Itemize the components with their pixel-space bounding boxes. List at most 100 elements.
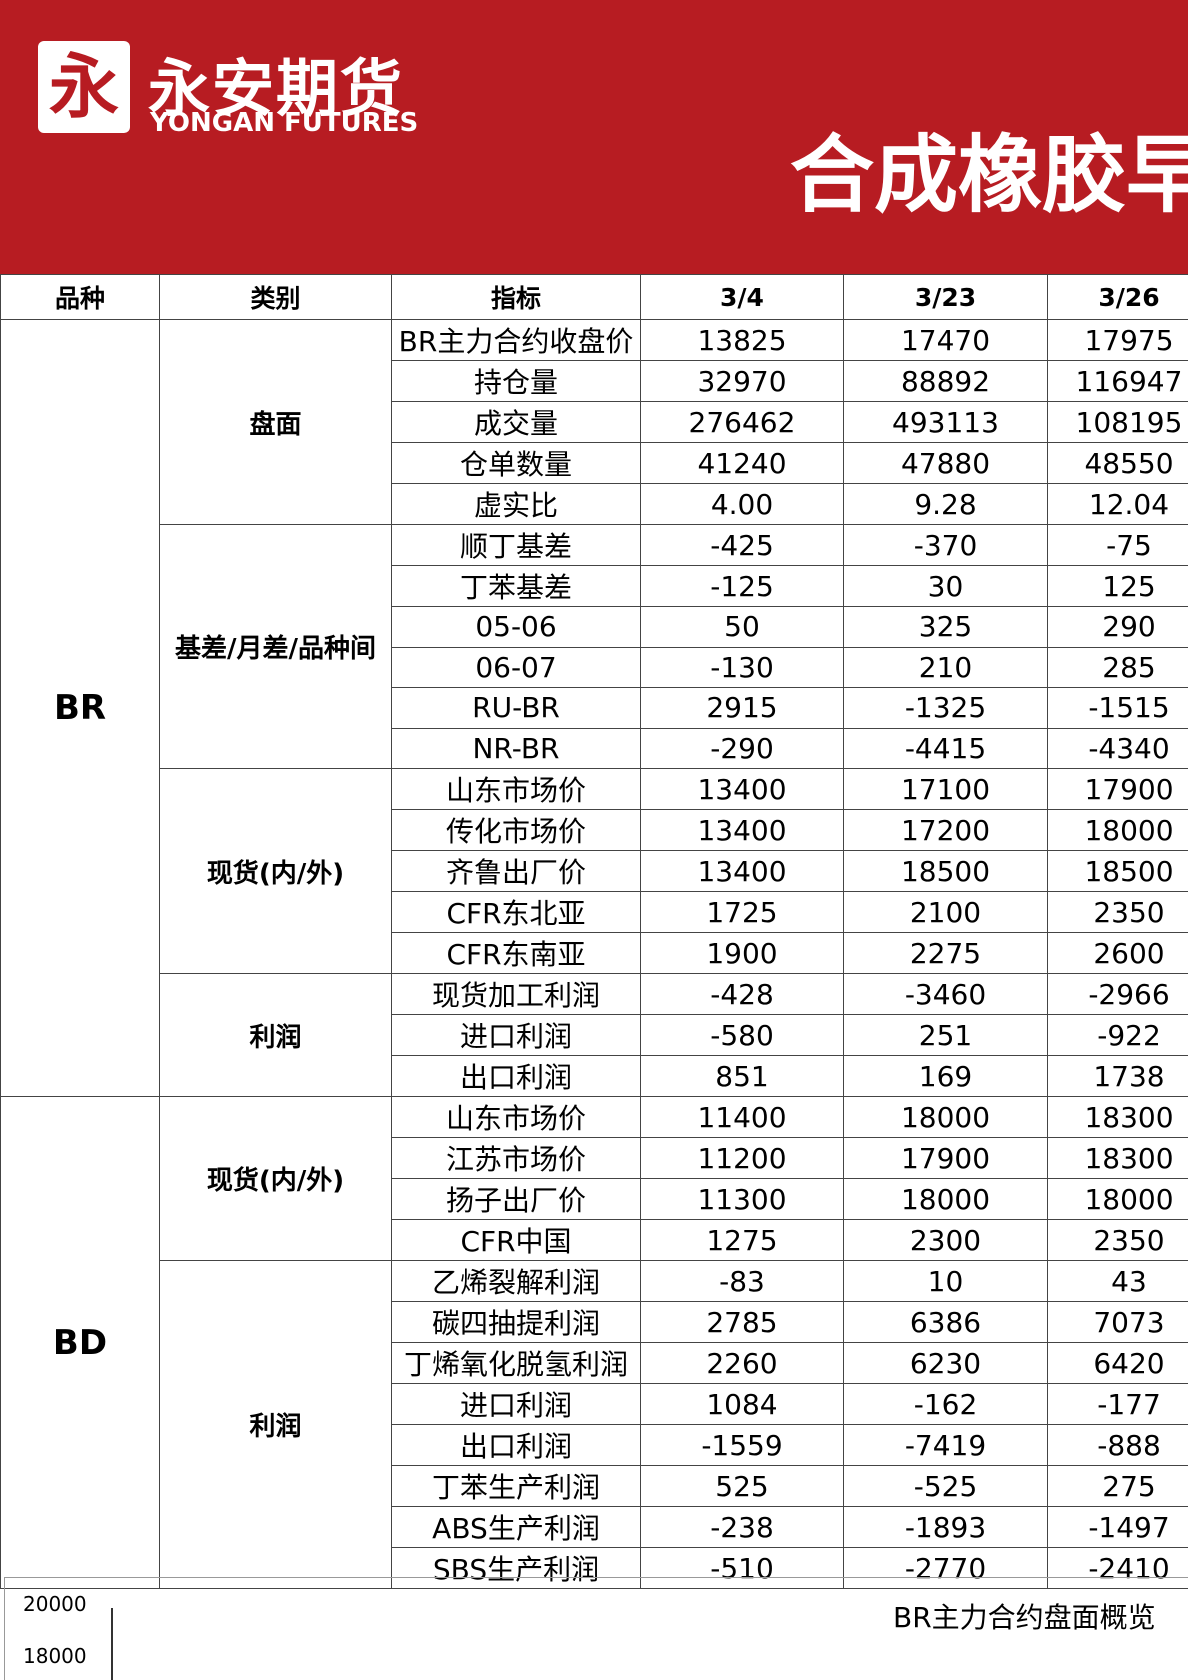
indicator-cell: 持仓量 [391,360,641,402]
category-cell: 利润 [159,1260,392,1589]
indicator-cell: 成交量 [391,401,641,443]
value-cell: 13400 [640,850,844,892]
y-tick-label: 20000 [23,1592,87,1616]
indicator-cell: 丁苯基差 [391,565,641,607]
table-row: 丁烯氧化脱氢利润 2260 6230 6420 [1,1342,1188,1384]
table-row: 扬子出厂价 11300 18000 18000 [1,1178,1188,1220]
table-row: 现货(内/外) 山东市场价 13400 17100 17900 [1,768,1188,974]
indicator-cell: 进口利润 [391,1383,641,1425]
value-cell: -370 [843,524,1048,566]
value-cell: -1515 [1047,687,1188,729]
table-row: 05-06 50 325 290 [1,606,1188,648]
value-cell: 12.04 [1047,483,1188,525]
category-cell: 现货(内/外) [159,1096,392,1261]
value-cell: 2600 [1047,932,1188,974]
indicator-cell: 山东市场价 [391,768,641,810]
value-cell: 2915 [640,687,844,729]
value-cell: 43 [1047,1260,1188,1302]
value-cell: -2770 [843,1547,1048,1589]
value-cell: 108195 [1047,401,1188,443]
value-cell: -130 [640,646,844,688]
indicator-cell: RU-BR [391,687,641,729]
chart-title: BR主力合约盘面概览 [893,1601,1156,1634]
indicator-cell: 顺丁基差 [391,524,641,566]
value-cell: 17975 [1047,319,1188,361]
value-cell: 11400 [640,1096,844,1138]
value-cell: -580 [640,1014,844,1056]
report-title: 合成橡胶早 [790,126,1188,224]
value-cell: 285 [1047,646,1188,688]
brand-cn: 永安期货 [148,52,405,125]
value-cell: 30 [843,565,1048,607]
value-cell: -1497 [1047,1506,1188,1548]
value-cell: 50 [640,606,844,648]
value-cell: 2260 [640,1342,844,1384]
value-cell: -2966 [1047,973,1188,1015]
table-row: 成交量 276462 493113 108195 [1,401,1188,443]
value-cell: -525 [843,1465,1048,1507]
value-cell: 17470 [843,319,1048,361]
table-row: ABS生产利润 -238 -1893 -1497 [1,1506,1188,1548]
value-cell: 2350 [1047,891,1188,933]
indicator-cell: 出口利润 [391,1424,641,1466]
value-cell: 116947 [1047,360,1188,402]
value-cell: 2275 [843,932,1048,974]
table-row: 进口利润 1084 -162 -177 [1,1383,1188,1425]
indicator-cell: CFR东南亚 [391,932,641,974]
y-axis [111,1608,113,1680]
value-cell: 1275 [640,1219,844,1261]
indicator-cell: 乙烯裂解利润 [391,1260,641,1302]
value-cell: 32970 [640,360,844,402]
value-cell: 13400 [640,768,844,810]
value-cell: 11200 [640,1137,844,1179]
value-cell: -4340 [1047,727,1188,769]
value-cell: -238 [640,1506,844,1548]
value-cell: 18000 [1047,1178,1188,1220]
variety-cell: BR [0,319,160,1097]
column-header: 3/4 [640,274,844,320]
indicator-cell: 仓单数量 [391,442,641,484]
table-row: 出口利润 -1559 -7419 -888 [1,1424,1188,1466]
table-row: BR 盘面 BR主力合约收盘价 13825 17470 17975 [0,319,1188,1097]
value-cell: 17900 [1047,768,1188,810]
indicator-cell: 出口利润 [391,1055,641,1097]
table-row: 出口利润 851 169 1738 [1,1055,1188,1097]
chart-preview: 20000 18000 BR主力合约盘面概览 [4,1577,1188,1680]
value-cell: 6420 [1047,1342,1188,1384]
value-cell: 17100 [843,768,1048,810]
indicator-cell: CFR东北亚 [391,891,641,933]
value-cell: 525 [640,1465,844,1507]
value-cell: -1559 [640,1424,844,1466]
value-cell: -888 [1047,1424,1188,1466]
value-cell: 169 [843,1055,1048,1097]
value-cell: -75 [1047,524,1188,566]
table-row: 江苏市场价 11200 17900 18300 [1,1137,1188,1179]
value-cell: 1900 [640,932,844,974]
category-cell: 利润 [159,973,392,1097]
value-cell: -3460 [843,973,1048,1015]
value-cell: 210 [843,646,1048,688]
value-cell: -290 [640,727,844,769]
value-cell: 290 [1047,606,1188,648]
value-cell: -428 [640,973,844,1015]
value-cell: -922 [1047,1014,1188,1056]
indicator-cell: 山东市场价 [391,1096,641,1138]
value-cell: 1725 [640,891,844,933]
table-row: CFR中国 1275 2300 2350 [1,1219,1188,1261]
table-row: BD 现货(内/外) 山东市场价 11400 18000 18300 [0,1096,1188,1589]
indicator-cell: 齐鲁出厂价 [391,850,641,892]
indicator-cell: ABS生产利润 [391,1506,641,1548]
header: 永 永安期货 YONGAN FUTURES 合成橡胶早 [0,0,1188,274]
value-cell: -162 [843,1383,1048,1425]
variety-cell: BD [0,1096,160,1589]
value-cell: 325 [843,606,1048,648]
table-row: 丁苯基差 -125 30 125 [1,565,1188,607]
indicator-cell: CFR中国 [391,1219,641,1261]
value-cell: 18500 [843,850,1048,892]
value-cell: -1893 [843,1506,1048,1548]
indicator-cell: 06-07 [391,646,641,688]
value-cell: -1325 [843,687,1048,729]
table-row: CFR东南亚 1900 2275 2600 [1,932,1188,974]
table-row: 进口利润 -580 251 -922 [1,1014,1188,1056]
